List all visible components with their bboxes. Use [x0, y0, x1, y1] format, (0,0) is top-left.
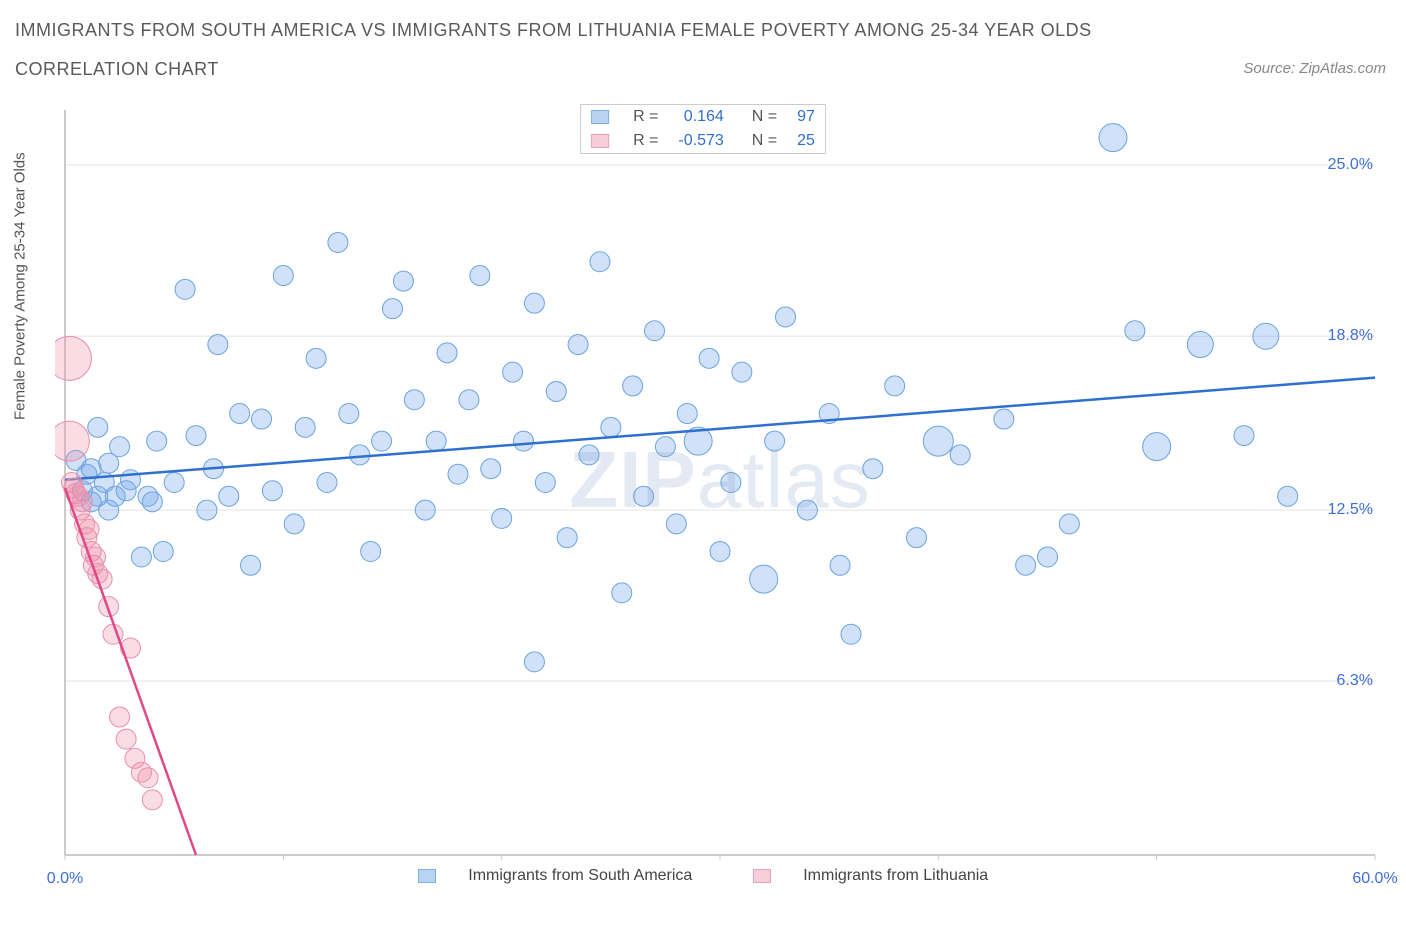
- scatter-chart: ZIPatlas 6.3%12.5%18.8%25.0%0.0%60.0%: [55, 100, 1385, 860]
- pink-swatch-icon: [753, 869, 771, 883]
- source-label: Source:: [1243, 60, 1295, 77]
- blue-swatch-icon: [418, 869, 436, 883]
- series-legend: Immigrants from South America Immigrants…: [0, 867, 1406, 885]
- n-label: N =: [734, 129, 787, 153]
- r-value-pink: -0.573: [668, 129, 733, 153]
- r-label: R =: [623, 105, 668, 129]
- chart-svg: [55, 100, 1385, 860]
- pink-swatch-icon: [591, 134, 609, 148]
- y-tick-label: 6.3%: [1337, 672, 1373, 690]
- legend-row-blue: R = 0.164 N = 97: [581, 105, 825, 129]
- series-name-blue: Immigrants from South America: [468, 867, 692, 884]
- n-label: N =: [734, 105, 787, 129]
- legend-item-blue: Immigrants from South America: [404, 867, 711, 884]
- y-tick-label: 18.8%: [1328, 327, 1373, 345]
- chart-title: IMMIGRANTS FROM SOUTH AMERICA VS IMMIGRA…: [15, 20, 1092, 41]
- y-tick-label: 12.5%: [1328, 501, 1373, 519]
- legend-item-pink: Immigrants from Lithuania: [739, 867, 1002, 884]
- source-name: ZipAtlas.com: [1299, 60, 1386, 77]
- blue-swatch-icon: [591, 110, 609, 124]
- source-attribution: Source: ZipAtlas.com: [1243, 60, 1386, 77]
- y-tick-label: 25.0%: [1328, 156, 1373, 174]
- n-value-pink: 25: [787, 129, 825, 153]
- n-value-blue: 97: [787, 105, 825, 129]
- chart-subtitle: CORRELATION CHART: [15, 59, 1092, 80]
- legend-row-pink: R = -0.573 N = 25: [581, 129, 825, 153]
- series-name-pink: Immigrants from Lithuania: [803, 867, 988, 884]
- r-value-blue: 0.164: [668, 105, 733, 129]
- y-axis-label: Female Poverty Among 25-34 Year Olds: [12, 152, 29, 420]
- r-label: R =: [623, 129, 668, 153]
- correlation-legend: R = 0.164 N = 97 R = -0.573 N = 25: [580, 104, 826, 154]
